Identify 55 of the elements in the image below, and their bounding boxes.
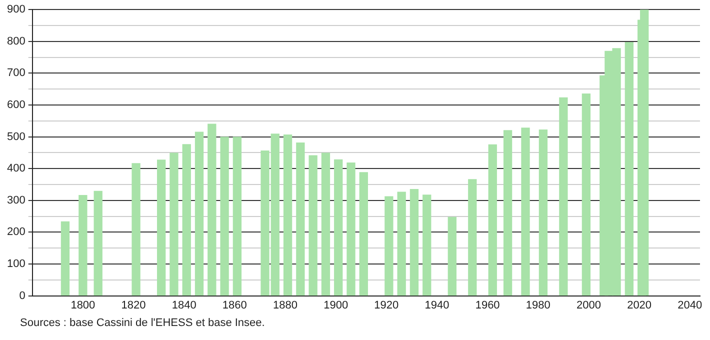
bar: [78, 194, 88, 296]
bar: [334, 159, 343, 296]
bar: [308, 155, 318, 296]
bar: [132, 163, 140, 296]
bar: [397, 192, 406, 296]
bar: [448, 216, 456, 296]
bar: [232, 136, 242, 296]
bar: [422, 194, 432, 296]
x-tick-label: 1980: [526, 299, 550, 312]
bar: [296, 142, 305, 296]
bar: [194, 132, 204, 296]
x-tick-label: 1860: [222, 299, 247, 312]
bar: [220, 136, 229, 296]
x-tick-label: 1960: [475, 299, 500, 312]
bar: [538, 129, 548, 296]
bar: [170, 152, 178, 296]
x-tick-label: 2020: [627, 299, 652, 312]
y-tick-label: 0: [19, 290, 26, 302]
bar: [468, 179, 477, 296]
y-tick-label: 400: [6, 162, 26, 175]
bar: [359, 172, 368, 296]
y-tick-label: 500: [6, 130, 26, 143]
source-note: Sources : base Cassini de l'EHESS et base Insee.: [20, 317, 266, 329]
y-tick-label: 700: [6, 67, 26, 80]
bar: [157, 160, 166, 296]
x-tick-label: 1940: [424, 299, 450, 312]
bar: [503, 130, 512, 296]
bar: [283, 134, 292, 296]
x-tick-label: 1800: [70, 299, 96, 312]
y-tick-label: 600: [6, 99, 26, 112]
bar: [208, 124, 216, 296]
bar: [384, 196, 394, 296]
bar: [488, 144, 497, 296]
bar: [410, 188, 419, 296]
y-tick-label: 800: [6, 35, 26, 48]
x-tick-label: 1900: [324, 299, 348, 312]
x-tick-label: 1840: [172, 299, 196, 312]
bar: [624, 42, 634, 296]
bar: [582, 94, 591, 296]
bar: [346, 162, 356, 296]
bar: [60, 221, 70, 296]
x-tick-label: 1820: [121, 299, 146, 312]
bar: [559, 97, 568, 296]
bar: [94, 190, 102, 296]
bar: [182, 144, 191, 296]
x-tick-label: 1920: [374, 299, 399, 312]
bar: [321, 152, 330, 296]
y-tick-label: 300: [6, 194, 26, 206]
y-tick-label: 900: [6, 4, 26, 16]
y-tick-label: 100: [6, 258, 26, 270]
bar: [521, 128, 530, 296]
x-tick-label: 2040: [678, 299, 702, 312]
y-tick-label: 200: [6, 226, 26, 238]
x-tick-label: 2000: [576, 299, 601, 312]
x-tick-label: 1880: [273, 299, 298, 312]
